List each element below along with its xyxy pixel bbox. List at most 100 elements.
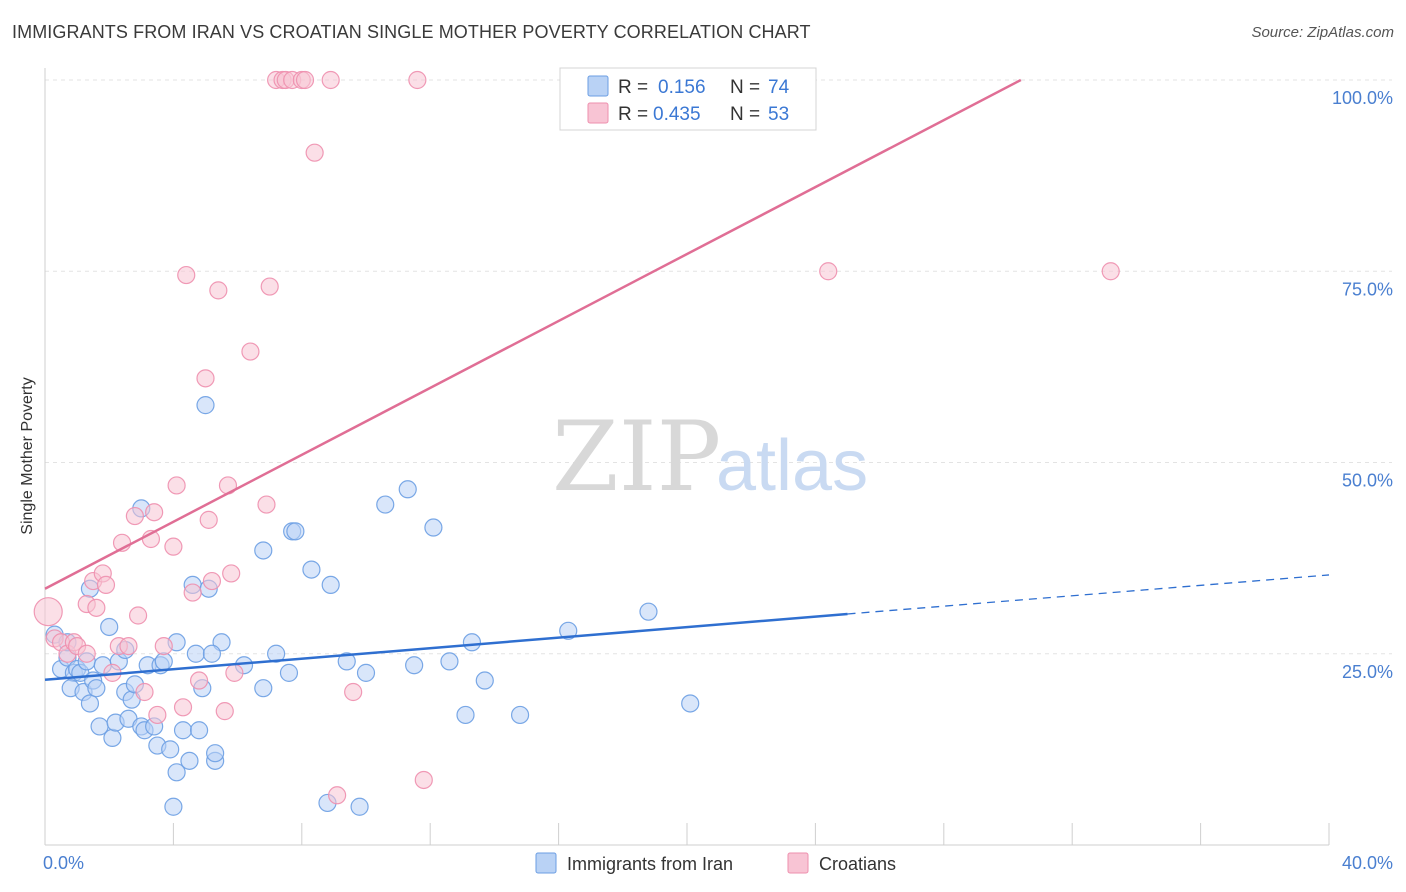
point-s1-22 (154, 636, 173, 656)
point-s0-43 (196, 396, 215, 415)
point-s1-30 (199, 510, 218, 529)
point-s1-53 (1101, 262, 1120, 281)
series-1-points (33, 70, 1120, 805)
axes (44, 68, 1330, 846)
point-s1-0 (33, 597, 63, 627)
point-s0-37 (173, 721, 193, 740)
point-s0-65 (440, 652, 459, 671)
point-s1-31 (202, 571, 222, 591)
legend-n-value-iran: 74 (768, 77, 790, 98)
point-s0-16 (100, 617, 119, 637)
legend-n-label-croatians: N = (730, 104, 760, 125)
point-s0-13 (87, 679, 106, 698)
point-s1-17 (128, 606, 148, 625)
point-s1-50 (408, 70, 427, 90)
trend-line-s0 (44, 612, 848, 682)
watermark-zip: ZIP (552, 401, 721, 513)
point-s0-54 (286, 522, 305, 541)
point-s1-21 (148, 705, 167, 725)
trend-lines (44, 78, 1330, 682)
point-s0-62 (398, 480, 417, 499)
legend-r-label-iran: R = (618, 77, 648, 98)
point-s0-67 (462, 633, 482, 652)
point-s0-59 (350, 797, 369, 816)
point-s1-38 (257, 495, 276, 514)
point-s0-71 (639, 602, 658, 621)
source-label: Source: ZipAtlas.com (1251, 24, 1394, 41)
point-s0-52 (279, 663, 299, 682)
point-s0-63 (405, 656, 424, 675)
point-s0-35 (167, 763, 186, 782)
y-tick-label-0: 25.0% (1342, 662, 1393, 682)
y-tick-label-1: 50.0% (1342, 471, 1393, 491)
legend-r-value-croatians: 0.435 (653, 104, 701, 125)
point-s1-32 (209, 281, 228, 300)
point-s1-45 (295, 70, 315, 90)
point-s1-39 (260, 277, 279, 296)
point-s1-37 (241, 342, 260, 361)
point-s1-48 (328, 786, 347, 805)
point-s1-35 (222, 564, 241, 583)
point-s1-27 (183, 583, 202, 602)
point-s0-55 (302, 560, 321, 579)
point-s1-36 (225, 663, 244, 682)
series-legend-swatch-croatians (787, 852, 809, 874)
legend-swatch-iran (587, 75, 609, 97)
y-tick-labels: 25.0% 50.0% 75.0% 100.0% (1332, 88, 1393, 682)
point-s0-46 (206, 744, 225, 763)
x-tick-labels: 0.0% 40.0% (43, 853, 1393, 873)
point-s0-68 (475, 671, 494, 690)
point-s1-47 (321, 70, 340, 90)
point-s0-66 (456, 705, 475, 725)
gridlines (45, 79, 1392, 655)
point-s1-15 (119, 636, 138, 656)
data-points (33, 70, 1120, 816)
point-s1-23 (164, 537, 183, 556)
point-s0-50 (254, 679, 273, 698)
point-s0-17 (103, 728, 122, 748)
point-s1-49 (344, 682, 363, 702)
y-tick-label-2: 75.0% (1342, 279, 1393, 299)
point-s0-58 (337, 652, 356, 671)
point-s0-38 (180, 751, 199, 770)
series-legend-swatch-iran (535, 852, 557, 874)
point-s0-69 (510, 705, 530, 725)
point-s1-6 (77, 644, 96, 663)
watermark-atlas: atlas (716, 426, 868, 506)
legend-n-value-croatians: 53 (768, 104, 789, 125)
point-s1-24 (167, 476, 186, 495)
point-s0-64 (424, 518, 443, 537)
point-s1-16 (125, 506, 144, 526)
x-tick-label-0: 0.0% (43, 853, 84, 873)
point-s1-9 (87, 598, 106, 617)
x-tick-label-1: 40.0% (1342, 853, 1393, 873)
point-s1-20 (145, 503, 164, 522)
point-s0-41 (189, 721, 209, 740)
point-s0-49 (254, 541, 273, 560)
point-s0-34 (164, 797, 183, 816)
point-s1-25 (173, 698, 193, 717)
point-s0-51 (267, 644, 286, 663)
point-s1-46 (305, 143, 324, 162)
legend-r-value-iran: 0.156 (658, 77, 706, 98)
point-s0-10 (80, 694, 100, 713)
trend-line-s1 (44, 78, 1022, 590)
point-s1-26 (177, 265, 196, 285)
point-s0-61 (376, 495, 395, 514)
point-s1-29 (196, 369, 215, 388)
legend-n-label-iran: N = (730, 77, 760, 98)
point-s0-33 (161, 740, 180, 759)
series-0-points (45, 396, 700, 816)
series-legend: Immigrants from Iran Croatians (535, 852, 896, 874)
point-s0-70 (559, 621, 578, 640)
point-s1-18 (135, 682, 154, 702)
point-s1-52 (819, 262, 838, 281)
point-s0-57 (321, 575, 340, 595)
point-s0-60 (356, 663, 376, 682)
series-legend-label-iran: Immigrants from Iran (567, 854, 733, 874)
point-s1-11 (96, 575, 116, 595)
legend-swatch-croatians (587, 102, 609, 124)
point-s1-28 (189, 671, 209, 690)
trend-line-extension-s0 (847, 574, 1330, 615)
